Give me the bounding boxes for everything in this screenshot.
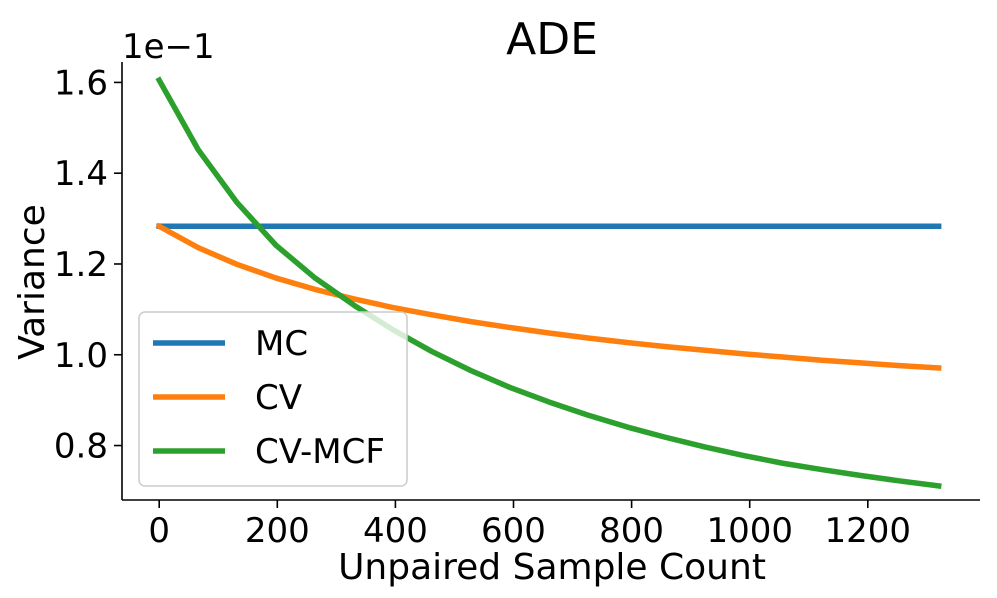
y-tick-label: 1.2 [54, 245, 108, 285]
y-tick-label: 1.0 [54, 336, 108, 376]
y-tick-label: 0.8 [54, 427, 108, 467]
x-tick-label: 200 [245, 511, 310, 551]
series-line-cv [155, 222, 942, 371]
ticks-layer: 0 200 400 600 800 1000 1200 0.8 1.0 1.2 1.4 1.6 [54, 63, 911, 551]
x-tick-label: 0 [148, 511, 170, 551]
series-line-cv-mcf [155, 76, 942, 490]
legend-label-mc: MC [255, 324, 308, 364]
lines-layer [155, 76, 942, 490]
x-tick-label: 800 [599, 511, 664, 551]
x-tick-label: 600 [481, 511, 546, 551]
legend: MC CV CV-MCF [138, 311, 408, 487]
y-axis-label: Variance [12, 204, 53, 360]
y-tick-label: 1.6 [54, 63, 108, 103]
x-tick-label: 1000 [706, 511, 793, 551]
x-tick-label: 400 [363, 511, 428, 551]
x-axis-label: Unpaired Sample Count [338, 547, 766, 588]
chart-title: ADE [506, 14, 598, 65]
axes-layer [121, 62, 980, 501]
legend-label-cv-mcf: CV-MCF [255, 432, 385, 472]
legend-box [138, 311, 408, 487]
x-tick-label: 1200 [825, 511, 912, 551]
y-tick-label: 1.4 [54, 154, 108, 194]
y-offset-label: 1e−1 [122, 27, 215, 67]
legend-label-cv: CV [255, 378, 302, 418]
